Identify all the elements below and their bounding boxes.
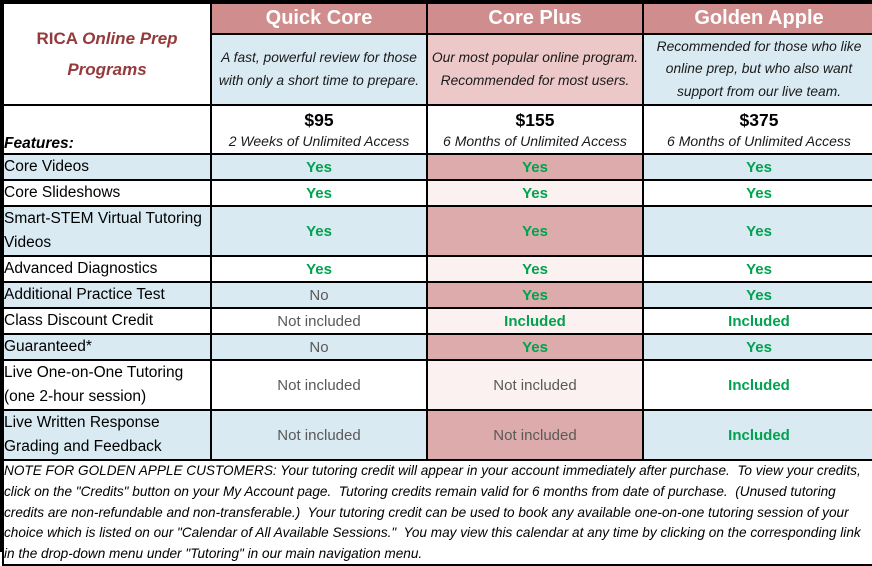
price-access-period: 6 Months of Unlimited Access [443, 132, 627, 149]
feature-value-golden-apple: Yes [642, 333, 872, 362]
program-description-golden-apple: Recommended for those who like online pr… [642, 33, 872, 106]
price-amount: $95 [304, 110, 334, 131]
feature-value-quick-core: Not included [210, 359, 428, 412]
price-amount: $155 [515, 110, 555, 131]
price-access-period: 6 Months of Unlimited Access [667, 132, 851, 149]
feature-value-golden-apple: Included [642, 359, 872, 412]
note-row: NOTE FOR GOLDEN APPLE CUSTOMERS: Your tu… [2, 459, 872, 566]
feature-label: Smart-STEM Virtual Tutoring Videos [2, 205, 212, 258]
price-cell-golden-apple: $375 6 Months of Unlimited Access [642, 104, 872, 155]
header-row: RICA Online Prep Programs Quick Core Cor… [2, 2, 872, 106]
feature-row-smart-stem-virtual-tutoring-videos: Smart-STEM Virtual Tutoring Videos Yes Y… [2, 205, 872, 258]
feature-value-core-plus: Yes [426, 255, 644, 284]
feature-label: Class Discount Credit [2, 307, 212, 336]
title-subtitle: Online Prep Programs [67, 28, 178, 79]
program-description-quick-core: A fast, powerful review for those with o… [210, 33, 428, 106]
feature-value-quick-core: No [210, 333, 428, 362]
feature-value-quick-core: Not included [210, 307, 428, 336]
price-cell-core-plus: $155 6 Months of Unlimited Access [426, 104, 644, 155]
feature-row-live-written-response-grading: Live Written Response Grading and Feedba… [2, 409, 872, 462]
price-cell-quick-core: $95 2 Weeks of Unlimited Access [210, 104, 428, 155]
feature-label: Core Videos [2, 152, 212, 182]
program-header-golden-apple: Golden Apple [642, 2, 872, 35]
title-brand: RICA [36, 28, 78, 48]
feature-value-quick-core: Yes [210, 179, 428, 208]
feature-value-core-plus: Not included [426, 359, 644, 412]
program-header-core-plus: Core Plus [426, 2, 644, 35]
feature-value-core-plus: Not included [426, 409, 644, 462]
feature-row-guaranteed: Guaranteed* No Yes Yes [2, 333, 872, 362]
page-title: RICA Online Prep Programs [2, 2, 212, 106]
price-row: Features: $95 2 Weeks of Unlimited Acces… [2, 104, 872, 155]
feature-value-core-plus: Yes [426, 333, 644, 362]
features-label: Features: [2, 104, 212, 155]
feature-row-core-slideshows: Core Slideshows Yes Yes Yes [2, 179, 872, 208]
feature-row-advanced-diagnostics: Advanced Diagnostics Yes Yes Yes [2, 255, 872, 284]
feature-value-quick-core: Yes [210, 152, 428, 182]
feature-value-golden-apple: Yes [642, 281, 872, 310]
price-amount: $375 [739, 110, 779, 131]
feature-value-golden-apple: Yes [642, 255, 872, 284]
program-description-core-plus: Our most popular online program. Recomme… [426, 33, 644, 106]
feature-row-live-one-on-one-tutoring: Live One-on-One Tutoring (one 2-hour ses… [2, 359, 872, 412]
feature-value-core-plus: Included [426, 307, 644, 336]
feature-value-core-plus: Yes [426, 205, 644, 258]
feature-value-golden-apple: Included [642, 307, 872, 336]
feature-row-additional-practice-test: Additional Practice Test No Yes Yes [2, 281, 872, 310]
feature-value-golden-apple: Yes [642, 205, 872, 258]
feature-value-core-plus: Yes [426, 179, 644, 208]
description-row: A fast, powerful review for those with o… [3, 33, 872, 106]
feature-label: Guaranteed* [2, 333, 212, 362]
feature-value-core-plus: Yes [426, 152, 644, 182]
feature-label: Live One-on-One Tutoring (one 2-hour ses… [2, 359, 212, 412]
feature-value-quick-core: Yes [210, 255, 428, 284]
feature-row-class-discount-credit: Class Discount Credit Not included Inclu… [2, 307, 872, 336]
feature-value-quick-core: Not included [210, 409, 428, 462]
program-header-quick-core: Quick Core [210, 2, 428, 35]
feature-value-golden-apple: Included [642, 409, 872, 462]
price-access-period: 2 Weeks of Unlimited Access [228, 132, 410, 149]
feature-row-core-videos: Core Videos Yes Yes Yes [2, 152, 872, 182]
feature-label: Core Slideshows [2, 179, 212, 208]
feature-value-golden-apple: Yes [642, 152, 872, 182]
feature-value-quick-core: No [210, 281, 428, 310]
feature-label: Additional Practice Test [2, 281, 212, 310]
feature-value-core-plus: Yes [426, 281, 644, 310]
feature-label: Advanced Diagnostics [2, 255, 212, 284]
feature-value-quick-core: Yes [210, 205, 428, 258]
feature-value-golden-apple: Yes [642, 179, 872, 208]
feature-label: Live Written Response Grading and Feedba… [2, 409, 212, 462]
golden-apple-note: NOTE FOR GOLDEN APPLE CUSTOMERS: Your tu… [2, 459, 872, 566]
